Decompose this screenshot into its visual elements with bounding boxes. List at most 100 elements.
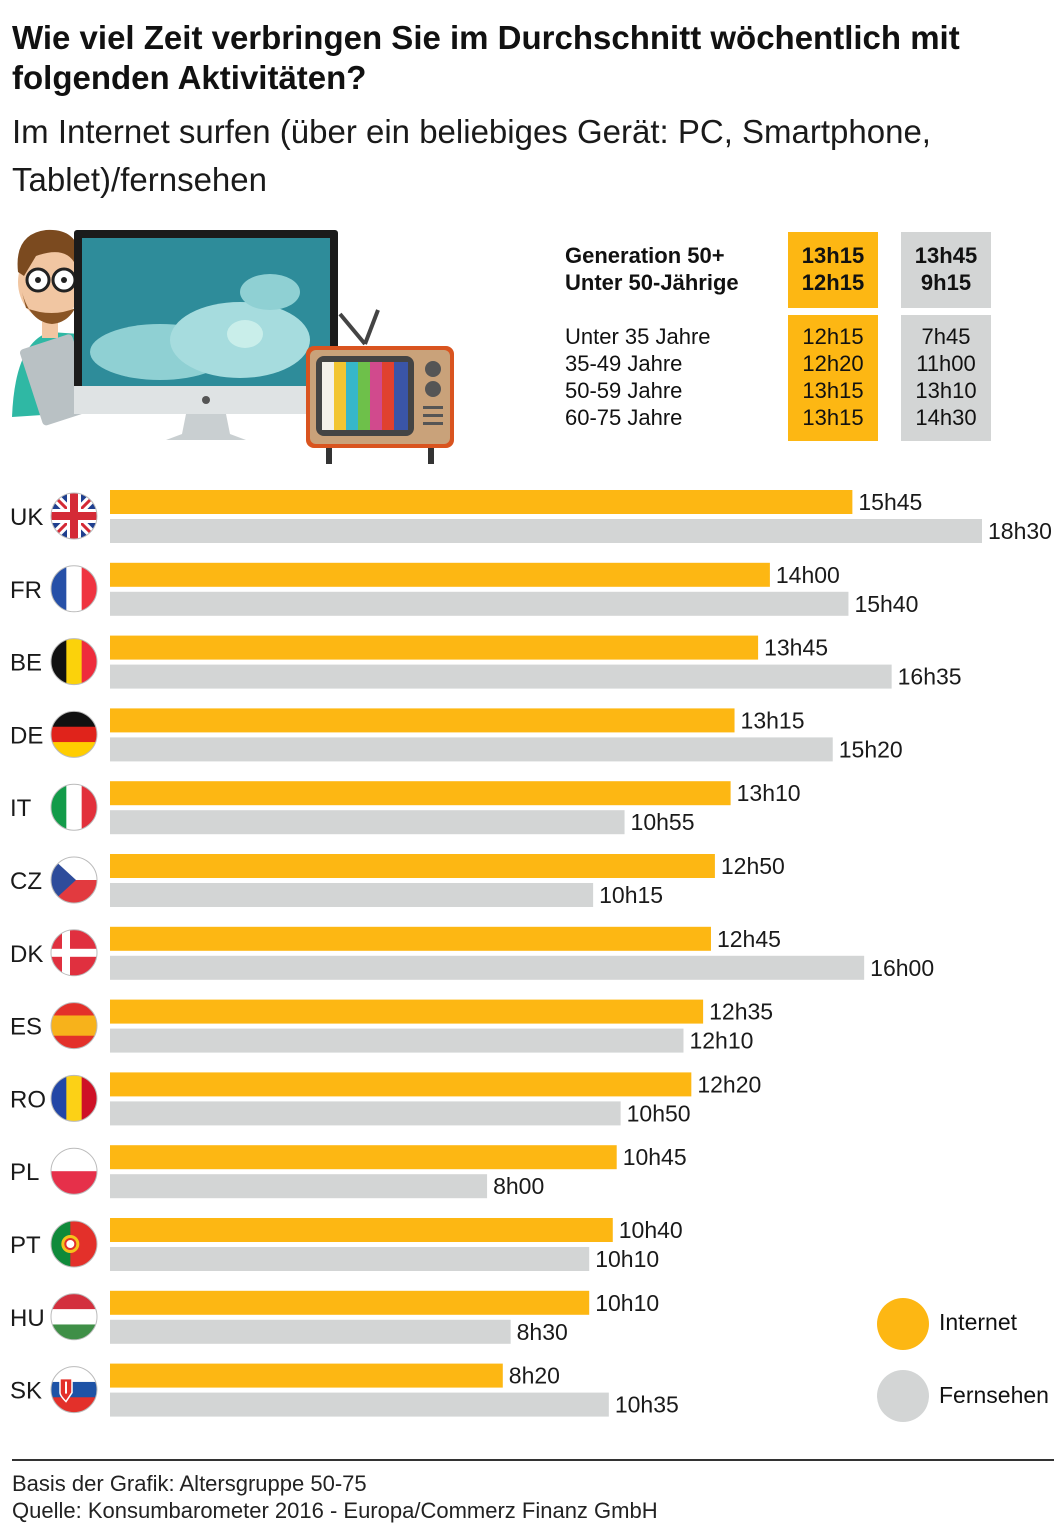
country-label: DK — [10, 941, 43, 968]
flag-pl-icon — [51, 1148, 97, 1195]
value-label-tv: 15h40 — [854, 591, 918, 617]
summary-group-label: Generation 50+ — [565, 243, 725, 268]
legend-internet-swatch — [877, 1298, 929, 1350]
bar-internet — [110, 1290, 590, 1315]
flag-outline — [50, 638, 98, 686]
value-label-tv: 18h30 — [988, 518, 1052, 544]
value-label-tv: 16h00 — [870, 955, 934, 981]
summary-internet-value: 13h15 — [802, 405, 864, 430]
summary-tv-value: 9h15 — [920, 270, 972, 295]
summary-internet-value: 12h20 — [802, 351, 864, 376]
country-label: CZ — [10, 868, 42, 895]
country-label: RO — [10, 1086, 46, 1113]
flag-outline — [50, 783, 98, 831]
flag-es-icon — [51, 1002, 97, 1049]
flag-outline — [50, 1002, 98, 1050]
flag-hu-icon — [51, 1293, 97, 1340]
summary-tv-value: 13h45 — [914, 243, 978, 268]
bar-tv — [110, 955, 865, 980]
bar-tv — [110, 883, 594, 907]
chart-title: Wie viel Zeit verbringen Sie im Durchsch… — [12, 19, 960, 96]
bar-internet — [110, 1218, 613, 1242]
bar-tv — [110, 1247, 590, 1271]
flag-outline — [50, 1147, 98, 1195]
flag-sk-icon — [51, 1366, 97, 1413]
summary-tv-box-groups — [901, 232, 991, 308]
summary-internet-value: 12h15 — [802, 324, 864, 349]
flag-outline — [50, 856, 98, 904]
value-label-internet: 12h35 — [709, 999, 773, 1025]
bar-internet — [110, 1145, 617, 1170]
bar-internet — [110, 635, 759, 660]
value-label-tv: 15h20 — [839, 736, 903, 762]
bar-internet — [110, 1363, 503, 1388]
legend-internet-label: Internet — [939, 1309, 1017, 1335]
summary-tv-value: 7h45 — [921, 324, 971, 349]
value-label-internet: 8h20 — [509, 1363, 560, 1389]
flag-cz-icon — [51, 857, 97, 903]
summary-group-label: Unter 50-Jährige — [565, 270, 739, 295]
flag-outline — [50, 1074, 98, 1122]
country-label: UK — [10, 504, 43, 531]
value-label-tv: 10h10 — [595, 1246, 659, 1272]
summary-age-label: 50-59 Jahre — [565, 378, 683, 403]
bar-internet — [110, 708, 735, 733]
value-label-tv: 12h10 — [689, 1028, 753, 1054]
bar-internet — [110, 999, 704, 1024]
flag-outline — [50, 565, 98, 613]
summary-internet-value: 13h15 — [802, 378, 864, 403]
illustration — [12, 229, 454, 464]
flag-pt-icon — [51, 1221, 97, 1267]
country-label: BE — [10, 650, 42, 677]
country-label: SK — [10, 1378, 42, 1405]
flag-dk-icon — [51, 929, 97, 976]
value-label-tv: 10h55 — [631, 809, 695, 835]
bar-internet — [110, 562, 770, 587]
country-label: IT — [10, 795, 32, 822]
bar-chart: UK 15h45 18h30 FR 14h00 15h40 BE 13h45 16h35 DE 13… — [10, 489, 1052, 1418]
value-label-tv: 8h00 — [493, 1173, 544, 1199]
chart-subtitle: Im Internet surfen (über ein beliebiges … — [12, 113, 931, 198]
bar-tv — [110, 737, 833, 762]
flag-de-icon — [51, 711, 97, 758]
tv-color-bars — [322, 362, 408, 430]
value-label-tv: 8h30 — [517, 1319, 568, 1345]
summary-tv-box-ages — [901, 315, 991, 441]
bar-tv — [110, 591, 849, 616]
footer-basis: Basis der Grafik: Altersgruppe 50-75 — [12, 1471, 367, 1496]
country-label: HU — [10, 1305, 45, 1332]
bar-tv — [110, 810, 625, 835]
country-label: FR — [10, 577, 42, 604]
flag-fr-icon — [51, 565, 97, 612]
flag-outline — [50, 1366, 98, 1414]
summary-internet-box-ages — [788, 315, 878, 441]
bar-internet — [110, 854, 715, 878]
flag-outline — [50, 492, 98, 540]
footer-source: Quelle: Konsumbarometer 2016 - Europa/Co… — [12, 1498, 658, 1523]
flag-it-icon — [51, 784, 97, 831]
summary-age-label: 35-49 Jahre — [565, 351, 683, 376]
bar-internet — [110, 1072, 692, 1097]
country-label: PL — [10, 1159, 39, 1186]
value-label-internet: 13h15 — [741, 707, 805, 733]
value-label-internet: 12h20 — [697, 1071, 761, 1097]
value-label-internet: 13h10 — [737, 780, 801, 806]
value-label-internet: 12h50 — [721, 853, 785, 879]
value-label-internet: 10h45 — [623, 1144, 687, 1170]
bar-tv — [110, 664, 892, 689]
bar-internet — [110, 490, 853, 514]
value-label-internet: 12h45 — [717, 926, 781, 952]
bar-tv — [110, 1174, 488, 1199]
value-label-internet: 10h40 — [619, 1217, 683, 1243]
bar-internet — [110, 926, 711, 951]
value-label-internet: 15h45 — [858, 489, 922, 515]
value-label-tv: 16h35 — [898, 664, 962, 690]
summary-tv-value: 11h00 — [916, 351, 976, 376]
legend-tv-label: Fernsehen — [939, 1382, 1049, 1408]
bar-tv — [110, 1028, 684, 1053]
bar-internet — [110, 781, 731, 806]
value-label-internet: 13h45 — [764, 635, 828, 661]
tv-illustration — [306, 309, 454, 464]
value-label-tv: 10h50 — [627, 1100, 691, 1126]
flag-ro-icon — [51, 1075, 97, 1122]
